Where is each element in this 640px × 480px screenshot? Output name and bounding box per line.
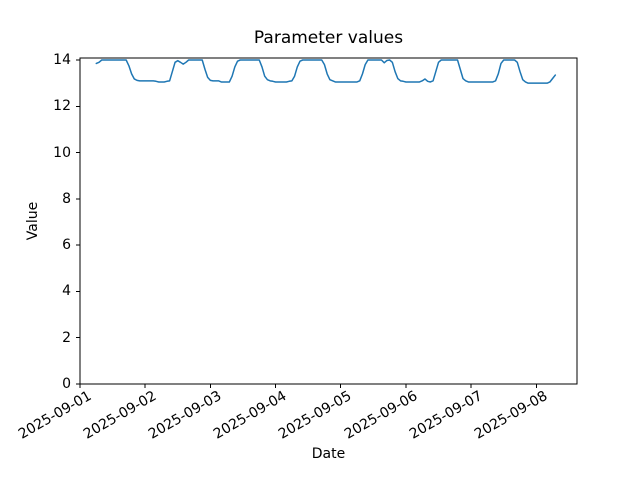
chart-title: Parameter values <box>253 28 404 48</box>
y-tick-label: 14 <box>53 52 71 68</box>
axes-spines <box>79 57 578 385</box>
y-tick-label: 0 <box>62 376 71 392</box>
y-tick-label: 4 <box>62 283 71 300</box>
y-tick-label: 2 <box>62 329 71 346</box>
y-tick-label: 6 <box>62 237 71 254</box>
y-tick-label: 8 <box>62 190 71 207</box>
x-axis-label: Date <box>311 446 346 462</box>
y-tick-label: 10 <box>53 144 71 161</box>
data-line <box>95 59 557 84</box>
y-tick-label: 12 <box>53 98 71 115</box>
